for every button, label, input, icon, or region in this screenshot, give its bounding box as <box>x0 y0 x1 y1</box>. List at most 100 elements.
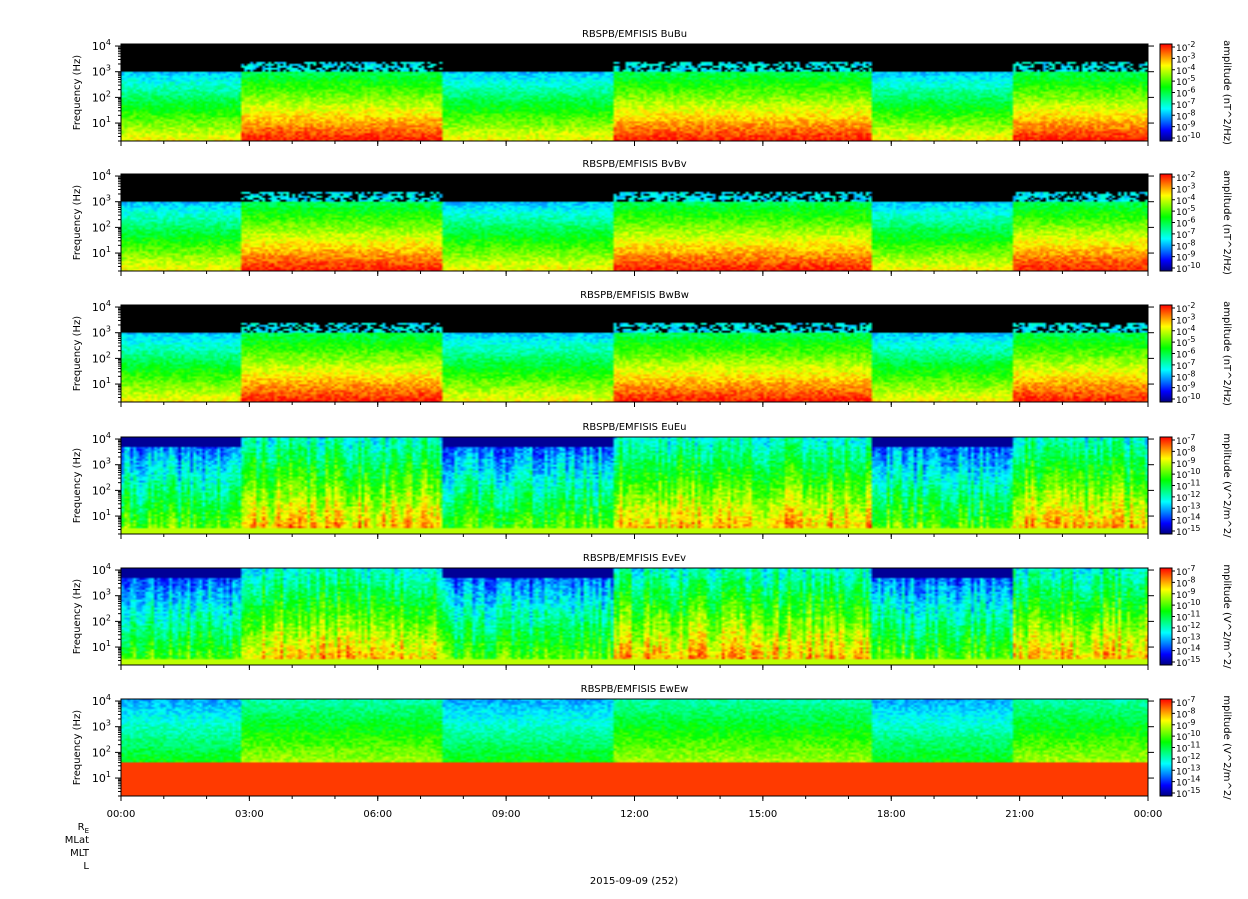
colorbar-tick-label: 10-9 <box>1176 120 1195 134</box>
panel-5: RBSPB/EMFISIS EvEv 101 102 103 104 Frequency … <box>72 553 1232 670</box>
panel-title: RBSPB/EMFISIS BwBw <box>580 290 689 301</box>
x-tick-label: 09:00 <box>492 809 521 820</box>
colorbar-tick-label: 10-6 <box>1176 216 1195 230</box>
spectrogram-image <box>121 174 1148 271</box>
colorbar-tick-label: 10-6 <box>1176 86 1195 100</box>
x-tick-label: 18:00 <box>877 809 906 820</box>
colorbar-tick-label: 10-14 <box>1176 775 1201 789</box>
colorbar-tick-label: 10-15 <box>1176 655 1201 669</box>
colorbar-tick-label: 10-3 <box>1176 51 1195 65</box>
colorbar-tick-label: 10-10 <box>1176 467 1201 481</box>
y-tick-label: 103 <box>92 325 111 340</box>
colorbar-label: mplitude (V^2/m^2/ <box>1221 564 1232 669</box>
colorbar-tick-label: 10-6 <box>1176 347 1195 361</box>
colorbar-tick-label: 10-12 <box>1176 621 1201 635</box>
spectrogram-image <box>121 44 1148 141</box>
panel-4: RBSPB/EMFISIS EuEu 101 102 103 104 Frequency … <box>72 422 1232 539</box>
colorbar-tick-label: 10-10 <box>1176 598 1201 612</box>
colorbar-tick-label: 10-7 <box>1176 227 1195 241</box>
colorbar-tick-label: 10-11 <box>1176 610 1201 624</box>
colorbar-tick-label: 10-14 <box>1176 513 1201 527</box>
ephemeris-label: MLT <box>70 848 90 859</box>
colorbar-tick-label: 10-7 <box>1176 97 1195 111</box>
spectrogram-image <box>121 305 1148 402</box>
panel-title: RBSPB/EMFISIS BuBu <box>582 29 687 40</box>
colorbar-tick-label: 10-4 <box>1176 324 1195 338</box>
colorbar-label: mplitude (V^2/m^2/ <box>1221 433 1232 538</box>
ephemeris-label: MLat <box>65 835 89 846</box>
colorbar-tick-label: 10-8 <box>1176 706 1195 720</box>
y-axis-label: Frequency (Hz) <box>72 710 83 786</box>
colorbar-tick-label: 10-8 <box>1176 238 1195 252</box>
colorbar-tick-label: 10-7 <box>1176 564 1195 578</box>
colorbar-tick-label: 10-9 <box>1176 250 1195 264</box>
colorbar <box>1159 698 1173 797</box>
y-tick-label: 104 <box>92 38 111 53</box>
colorbar-label: amplitude (nT^2/Hz) <box>1221 170 1232 275</box>
colorbar-tick-label: 10-12 <box>1176 490 1201 504</box>
x-tick-label: 03:00 <box>235 809 264 820</box>
y-tick-label: 103 <box>92 194 111 209</box>
y-tick-label: 103 <box>92 588 111 603</box>
colorbar-label: mplitude (V^2/m^2/ <box>1221 695 1232 800</box>
colorbar-tick-label: 10-9 <box>1176 718 1195 732</box>
colorbar-tick-label: 10-8 <box>1176 369 1195 383</box>
colorbar-tick-label: 10-8 <box>1176 444 1195 458</box>
colorbar <box>1159 304 1173 403</box>
colorbar-tick-label: 10-10 <box>1176 261 1201 275</box>
ephemeris-label: RE <box>78 822 89 835</box>
y-tick-label: 104 <box>92 693 111 708</box>
y-tick-label: 102 <box>92 89 111 104</box>
spectrogram-image <box>121 437 1148 534</box>
y-axis-label: Frequency (Hz) <box>72 185 83 261</box>
colorbar-tick-label: 10-9 <box>1176 587 1195 601</box>
colorbar-tick-label: 10-15 <box>1176 786 1201 800</box>
y-tick-label: 101 <box>92 770 111 785</box>
panel-2: RBSPB/EMFISIS BvBv 101 102 103 104 Frequency … <box>72 159 1232 276</box>
colorbar <box>1159 436 1173 535</box>
colorbar-tick-label: 10-13 <box>1176 763 1201 777</box>
spectrogram-image <box>121 699 1148 796</box>
colorbar-tick-label: 10-13 <box>1176 501 1201 515</box>
y-tick-label: 101 <box>92 115 111 130</box>
colorbar-tick-label: 10-10 <box>1176 392 1201 406</box>
colorbar-tick-label: 10-13 <box>1176 632 1201 646</box>
colorbar <box>1159 173 1173 272</box>
panel-title: RBSPB/EMFISIS EwEw <box>581 684 689 695</box>
panel-1: RBSPB/EMFISIS BuBu 101 102 103 104 Frequency … <box>72 29 1232 146</box>
colorbar-label: amplitude (nT^2/Hz) <box>1221 40 1232 145</box>
colorbar-tick-label: 10-11 <box>1176 741 1201 755</box>
colorbar <box>1159 43 1173 142</box>
y-tick-label: 103 <box>92 457 111 472</box>
colorbar-tick-label: 10-4 <box>1176 63 1195 77</box>
colorbar-tick-label: 10-14 <box>1176 644 1201 658</box>
colorbar-tick-label: 10-4 <box>1176 193 1195 207</box>
panel-3: RBSPB/EMFISIS BwBw 101 102 103 104 Frequency … <box>72 290 1232 407</box>
colorbar-tick-label: 10-2 <box>1176 40 1195 54</box>
time-axis: 00:00 03:00 06:00 09:00 12:00 15:00 18:00 21:00… <box>107 809 1163 820</box>
colorbar-tick-label: 10-9 <box>1176 456 1195 470</box>
y-tick-label: 104 <box>92 168 111 183</box>
x-axis-label: 2015-09-09 (252) <box>590 876 678 887</box>
y-tick-label: 101 <box>92 639 111 654</box>
colorbar-tick-label: 10-2 <box>1176 301 1195 315</box>
panel-title: RBSPB/EMFISIS EvEv <box>583 553 686 564</box>
y-tick-label: 101 <box>92 245 111 260</box>
x-tick-label: 12:00 <box>620 809 649 820</box>
y-tick-label: 101 <box>92 508 111 523</box>
y-tick-label: 102 <box>92 744 111 759</box>
x-tick-label: 21:00 <box>1005 809 1034 820</box>
x-tick-label: 06:00 <box>363 809 392 820</box>
colorbar-tick-label: 10-8 <box>1176 108 1195 122</box>
colorbar-tick-label: 10-7 <box>1176 695 1195 709</box>
y-axis-label: Frequency (Hz) <box>72 55 83 131</box>
y-tick-label: 103 <box>92 719 111 734</box>
colorbar-tick-label: 10-5 <box>1176 335 1195 349</box>
y-axis-label: Frequency (Hz) <box>72 579 83 655</box>
colorbar-tick-label: 10-3 <box>1176 312 1195 326</box>
colorbar-tick-label: 10-3 <box>1176 181 1195 195</box>
y-tick-label: 104 <box>92 562 111 577</box>
colorbar-tick-label: 10-5 <box>1176 74 1195 88</box>
colorbar-tick-label: 10-9 <box>1176 381 1195 395</box>
